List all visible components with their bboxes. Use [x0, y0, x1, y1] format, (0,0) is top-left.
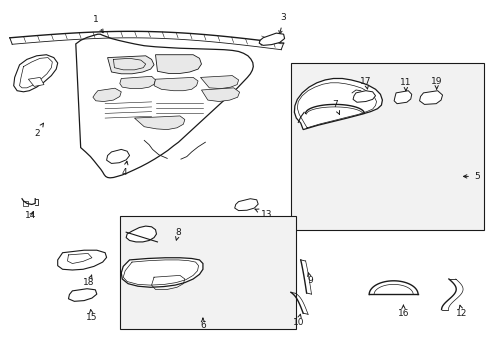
Polygon shape — [14, 55, 58, 92]
Polygon shape — [294, 78, 382, 130]
Text: 18: 18 — [83, 275, 95, 287]
Text: 7: 7 — [331, 100, 339, 114]
Text: 1: 1 — [92, 15, 103, 33]
Polygon shape — [234, 199, 258, 211]
Text: 8: 8 — [175, 228, 181, 240]
Text: 16: 16 — [397, 305, 408, 318]
Polygon shape — [121, 258, 203, 287]
Text: 3: 3 — [278, 13, 286, 34]
Text: 13: 13 — [255, 209, 272, 219]
Polygon shape — [58, 250, 106, 270]
Text: 2: 2 — [34, 123, 43, 138]
Polygon shape — [134, 116, 184, 130]
Text: 9: 9 — [307, 273, 313, 285]
Polygon shape — [68, 289, 97, 301]
Polygon shape — [393, 91, 411, 104]
Text: 4: 4 — [122, 161, 128, 177]
Text: 5: 5 — [463, 172, 479, 181]
Bar — [290, 63, 483, 230]
Text: 12: 12 — [455, 305, 467, 318]
Polygon shape — [120, 76, 155, 89]
Text: 14: 14 — [25, 211, 37, 220]
Polygon shape — [352, 91, 375, 102]
Polygon shape — [200, 76, 238, 89]
Polygon shape — [106, 149, 129, 163]
Text: 17: 17 — [359, 77, 371, 89]
Polygon shape — [93, 88, 121, 102]
Text: 6: 6 — [200, 318, 205, 330]
Polygon shape — [259, 33, 284, 45]
Polygon shape — [419, 91, 442, 104]
Polygon shape — [107, 56, 154, 74]
Text: 10: 10 — [292, 314, 304, 327]
Polygon shape — [154, 77, 198, 91]
Polygon shape — [201, 88, 239, 102]
Polygon shape — [76, 34, 253, 178]
Text: 15: 15 — [86, 310, 98, 322]
Polygon shape — [155, 55, 201, 73]
Polygon shape — [28, 77, 44, 86]
Bar — [120, 216, 295, 329]
Text: 11: 11 — [399, 78, 411, 91]
Text: 19: 19 — [430, 77, 442, 89]
Polygon shape — [126, 226, 156, 242]
